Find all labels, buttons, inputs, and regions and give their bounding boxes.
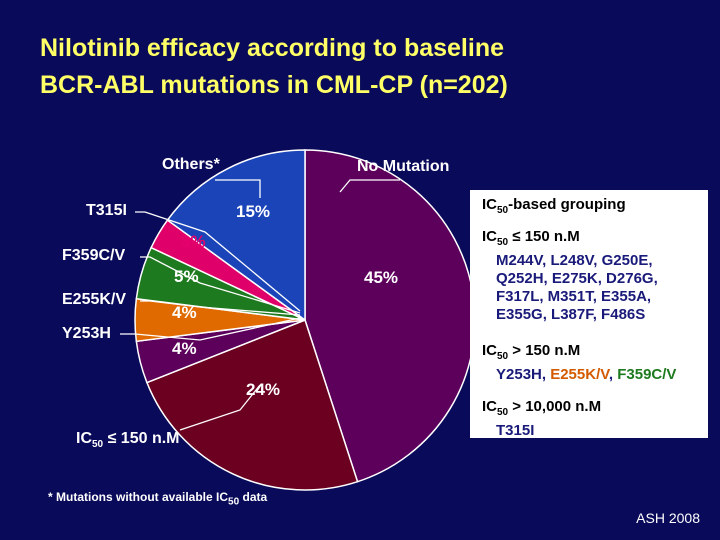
label-ic50-low: IC50 ≤ 150 n.M — [76, 430, 180, 451]
leader-others — [215, 179, 261, 198]
title-line-1: Nilotinib efficacy according to baseline — [40, 34, 504, 62]
pct-e255: 4% — [172, 303, 197, 322]
legend-group-1: IC50 ≤ 150 n.M M244V, L248V, G250E, Q252… — [482, 228, 658, 323]
label-e255: E255K/V — [62, 291, 127, 308]
pct-no-mutation: 45% — [364, 268, 399, 287]
leader-ic50-low — [179, 384, 261, 431]
leader-y253 — [120, 317, 301, 341]
label-f359: F359C/V — [62, 247, 126, 264]
leader-no-mutation — [339, 179, 400, 193]
legend-heading: IC50-based grouping — [482, 196, 626, 216]
leader-f359 — [140, 256, 301, 314]
grouping-legend: IC50-based grouping IC50 ≤ 150 n.M M244V… — [470, 190, 708, 439]
title-line-2: BCR-ABL mutations in CML-CP (n=202) — [40, 71, 508, 99]
chart-title: Nilotinib efficacy according to baseline… — [40, 30, 508, 104]
label-others: Others* — [162, 156, 220, 173]
pct-t315i: 3% — [181, 232, 206, 251]
label-t315i: T315I — [86, 202, 127, 219]
label-y253: Y253H — [62, 325, 111, 342]
label-no-mutation: No Mutation — [357, 158, 450, 175]
footnote: * Mutations without available IC50 data — [48, 490, 268, 508]
leader-t315i — [135, 211, 301, 312]
leader-e255 — [140, 300, 301, 316]
legend-group-3: IC50 > 10,000 n.M T315I — [482, 398, 602, 439]
pct-others: 15% — [236, 202, 271, 221]
pct-y253: 4% — [172, 339, 197, 358]
source-label: ASH 2008 — [636, 510, 700, 526]
pct-ic50-low: 24% — [246, 380, 281, 399]
pie-slice-others- — [166, 149, 306, 322]
legend-group-2: IC50 > 150 n.M Y253H, E255K/V, F359C/V — [482, 342, 677, 383]
pct-f359: 5% — [174, 267, 199, 286]
